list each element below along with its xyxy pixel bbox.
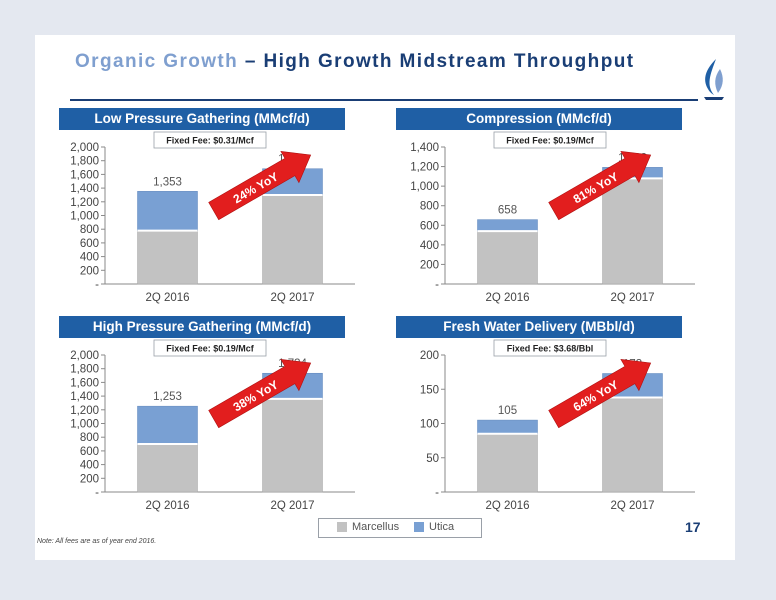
bar-marcellus [602,397,663,493]
page-title: Organic Growth – High Growth Midstream T… [75,51,635,73]
panel-title-fresh-water: Fresh Water Delivery (MBbl/d) [396,316,682,338]
legend-label-utica: Utica [429,521,455,533]
y-tick-label: 1,400 [70,183,99,195]
growth-arrow-shape [208,359,312,429]
fixed-fee-label: Fixed Fee: $0.19/Mcf [506,136,595,146]
footnote: Note: All fees are as of year end 2016. [37,538,157,545]
title-part-1: Organic Growth [75,51,239,72]
y-tick-label: 800 [80,432,99,444]
y-tick-label: 200 [420,259,439,271]
bar-utica [137,405,198,445]
x-tick-label: 2Q 2016 [145,500,189,512]
y-tick-label: - [435,487,439,499]
y-tick-label: 1,200 [70,405,99,417]
legend: Marcellus Utica [318,518,482,538]
fixed-fee-box [493,339,607,357]
y-tick-label: 1,800 [70,156,99,168]
y-tick-label: 100 [420,419,439,431]
x-tick-label: 2Q 2016 [485,292,529,304]
y-tick-label: 400 [80,460,99,472]
y-tick-label: 1,000 [70,419,99,431]
legend-swatch-utica [414,522,424,532]
y-tick-label: 150 [420,384,439,396]
y-tick-label: 800 [420,201,439,213]
x-tick-label: 2Q 2016 [145,292,189,304]
legend-label-marcellus: Marcellus [352,521,400,533]
y-tick-label: 50 [426,453,439,465]
bar-utica [137,191,198,231]
bar-marcellus [602,178,663,285]
fixed-fee-box [153,339,267,357]
fixed-fee-label: Fixed Fee: $0.19/Mcf [166,344,255,354]
x-tick-label: 2Q 2017 [270,500,314,512]
title-part-2: – High Growth Midstream Throughput [238,51,635,72]
x-tick-label: 2Q 2017 [610,292,654,304]
y-tick-label: 400 [80,252,99,264]
y-tick-label: 1,200 [70,197,99,209]
bar-total-label: 1,353 [153,176,182,188]
growth-arrow-shape [548,151,652,221]
bar-marcellus [262,194,323,285]
y-tick-label: 1,000 [410,181,439,193]
bar-marcellus [137,230,198,285]
y-tick-label: 1,200 [410,162,439,174]
fixed-fee-label: Fixed Fee: $0.31/Mcf [166,136,255,146]
y-tick-label: 400 [420,240,439,252]
x-tick-label: 2Q 2017 [270,292,314,304]
y-tick-label: - [95,279,99,291]
y-tick-label: 2,000 [70,350,99,362]
y-tick-label: 200 [80,265,99,277]
bar-utica [477,219,538,232]
bar-utica [477,419,538,435]
fixed-fee-box [493,131,607,149]
y-tick-label: 200 [420,350,439,362]
y-tick-label: 1,600 [70,377,99,389]
fixed-fee-label: Fixed Fee: $3.68/Bbl [507,344,594,354]
y-tick-label: 200 [80,473,99,485]
y-tick-label: 800 [80,224,99,236]
bar-marcellus [262,398,323,493]
bar-marcellus [477,433,538,493]
fixed-fee-box [153,131,267,149]
page-number: 17 [685,519,701,535]
bar-marcellus [477,230,538,285]
panel-title-compression: Compression (MMcf/d) [396,108,682,130]
bar-marcellus [137,443,198,493]
y-tick-label: 1,400 [70,391,99,403]
y-tick-label: - [95,487,99,499]
y-tick-label: - [435,279,439,291]
legend-swatch-marcellus [337,522,347,532]
panel-title-low-pressure: Low Pressure Gathering (MMcf/d) [59,108,345,130]
y-tick-label: 1,400 [410,142,439,154]
flame-logo-icon [704,59,724,100]
bar-total-label: 1,253 [153,391,182,403]
bar-total-label: 658 [498,205,517,217]
y-tick-label: 2,000 [70,142,99,154]
panel-title-high-pressure: High Pressure Gathering (MMcf/d) [59,316,345,338]
y-tick-label: 600 [80,238,99,250]
y-tick-label: 1,800 [70,364,99,376]
y-tick-label: 1,000 [70,211,99,223]
x-tick-label: 2Q 2017 [610,500,654,512]
x-tick-label: 2Q 2016 [485,500,529,512]
title-rule [70,99,698,101]
growth-arrow-shape [548,359,652,429]
y-tick-label: 600 [420,220,439,232]
y-tick-label: 1,600 [70,169,99,181]
y-tick-label: 600 [80,446,99,458]
bar-total-label: 105 [498,405,517,417]
growth-arrow-shape [208,151,312,221]
slide: Organic Growth – High Growth Midstream T… [35,35,735,560]
